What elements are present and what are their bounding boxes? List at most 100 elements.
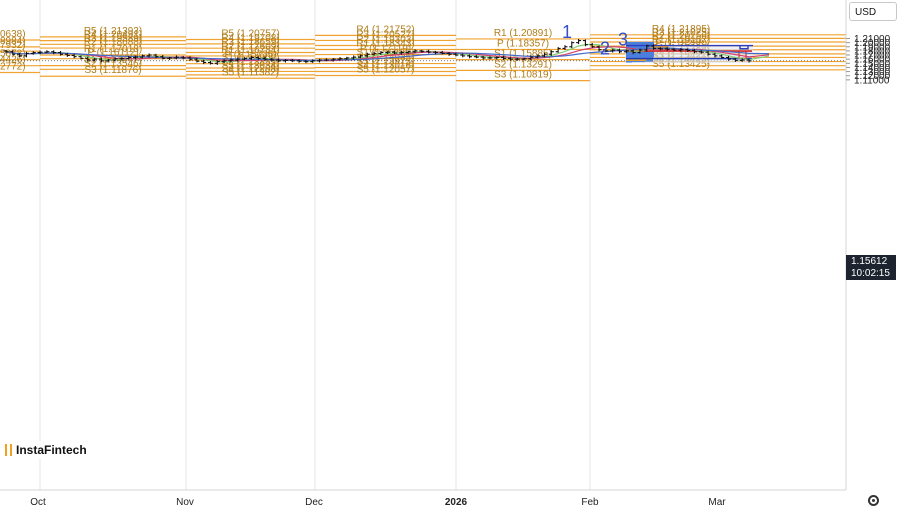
pivot-label: R4 (1.19708) (221, 33, 279, 44)
candle (630, 49, 636, 55)
pivot-label: R1 (1.19157) (652, 35, 710, 46)
time-label: Feb (581, 497, 599, 508)
price-tick-label: 1.16000 (854, 55, 891, 66)
candle (317, 58, 323, 63)
pivot-label: R4 (1.21752) (356, 24, 414, 35)
candle (92, 58, 98, 62)
pivot-label: 4426) (0, 55, 26, 66)
price-axis[interactable]: 1.210001.200001.190001.180001.170001.160… (845, 0, 900, 490)
candle (480, 55, 486, 60)
ma-blue (5, 47, 770, 62)
candle (405, 50, 411, 54)
candle (528, 55, 534, 61)
current-price-badge: 1.15612 10:02:15 (846, 255, 896, 280)
candle (494, 56, 500, 60)
candle (282, 59, 288, 63)
candle (555, 47, 561, 53)
candle (105, 58, 111, 63)
candle (596, 45, 602, 52)
pivot-label: R3 (1.18659) (221, 37, 279, 48)
candle (616, 48, 622, 54)
currency-button[interactable]: USD (849, 2, 897, 21)
pivot-label: R5 (1.21393) (84, 26, 142, 37)
candle (235, 57, 241, 62)
period-separators (39, 0, 591, 490)
candle (412, 49, 418, 54)
candle (30, 51, 36, 55)
candle (589, 43, 595, 48)
candles (3, 38, 752, 65)
candle (712, 52, 718, 58)
wave-label-2: 2 (600, 38, 610, 58)
candle (10, 50, 16, 56)
candle (691, 48, 697, 54)
candle (535, 54, 541, 59)
pivot-label: S4 (1.12208) (222, 64, 280, 75)
ma-pink (5, 46, 770, 62)
candle (446, 52, 452, 56)
candle (521, 57, 527, 61)
logo-icon (5, 444, 12, 456)
candle (582, 39, 588, 47)
price-tick-label: 1.12000 (854, 71, 891, 82)
candle (255, 56, 261, 60)
pivot-label: R3 (1.19589) (84, 33, 142, 44)
candle (610, 48, 616, 53)
pivot-label: 7932) (0, 40, 26, 51)
candle (657, 47, 663, 51)
candle (487, 56, 493, 60)
candle (187, 56, 193, 61)
wave-label-3: 3 (618, 30, 628, 50)
pivot-label: S2 (1.13859) (222, 57, 280, 68)
price-tick-label: 1.17000 (854, 51, 891, 62)
candle (378, 51, 384, 55)
candle (214, 60, 220, 65)
candle (146, 53, 152, 58)
pivot-label: P (1.15735) (224, 49, 276, 60)
candle (303, 59, 309, 64)
candle (112, 57, 118, 62)
candle (542, 52, 548, 58)
price-tick-label: 1.15000 (854, 59, 891, 70)
candle (432, 50, 438, 55)
candle (603, 48, 609, 53)
pivot-label: S5 (1.12057) (357, 64, 415, 75)
candle (385, 50, 391, 55)
pivot-label: R3 (1.21025) (652, 27, 710, 38)
candle (180, 55, 186, 60)
price-tick-label: 1.11000 (854, 75, 890, 86)
time-label: Mar (708, 497, 726, 508)
pivot-label: S4 (1.13016) (357, 61, 415, 72)
candle (167, 56, 173, 60)
candle (262, 56, 268, 61)
candle (514, 57, 520, 61)
time-label: Oct (30, 497, 46, 508)
wave-label-1: 1 (562, 22, 572, 42)
candle (732, 57, 738, 62)
volume-bar (626, 41, 654, 46)
pivot-label: P (1.16112) (87, 48, 138, 59)
pivot-label: R4 (1.21895) (652, 24, 710, 35)
candle (44, 50, 50, 54)
candle (473, 55, 479, 59)
pivot-label: 0638) (0, 29, 26, 40)
pivot-label: P (1.18288) (655, 39, 707, 50)
candle (139, 54, 145, 59)
candle (71, 53, 77, 59)
pivot-label: R4 (1.20491) (84, 30, 142, 41)
candle (726, 55, 732, 61)
settings-gear-icon[interactable] (868, 495, 879, 506)
brand-name: InstaFintech (16, 443, 87, 457)
wave-labels: 1 2 3 (562, 22, 628, 59)
candle (248, 55, 254, 60)
pivot-label: S1 (1.15885) (494, 49, 552, 60)
candle (569, 41, 575, 49)
candle (153, 53, 159, 59)
pivot-label: R2 (1.20156) (652, 31, 710, 42)
pivot-label: R1 (1.16784) (221, 45, 279, 56)
candle (453, 52, 459, 57)
time-axis[interactable]: Oct Nov Dec 2026 Feb Mar (0, 489, 900, 510)
pivot-label: S3 (1.13975) (357, 57, 415, 68)
